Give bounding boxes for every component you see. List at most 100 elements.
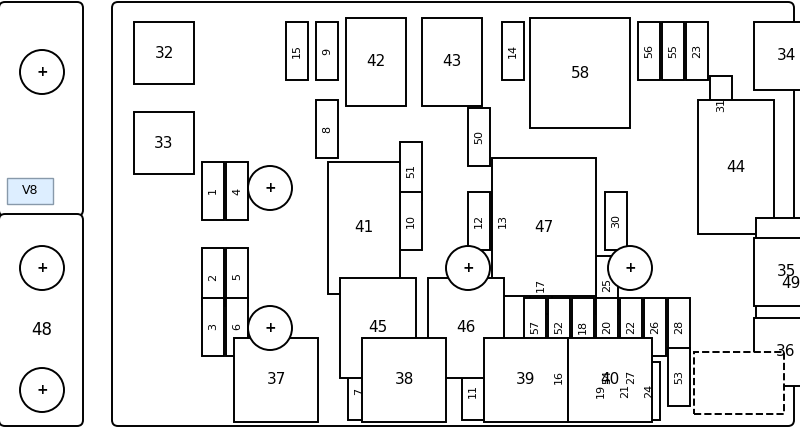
FancyBboxPatch shape [112,2,794,426]
Bar [548,348,570,406]
Bar [468,192,490,250]
Text: 48: 48 [31,321,53,339]
Text: 16: 16 [554,370,564,384]
Bar [400,142,422,200]
Bar [346,18,406,106]
Bar [7,178,53,204]
Text: 31: 31 [716,98,726,112]
Bar [605,192,627,250]
Text: 25: 25 [602,278,612,292]
Circle shape [248,166,292,210]
Circle shape [446,246,490,290]
Bar [134,112,194,174]
Bar [644,298,666,356]
Bar [428,278,504,378]
Text: 21: 21 [620,384,630,398]
Text: 44: 44 [726,160,746,175]
Text: 19: 19 [596,384,606,398]
Text: 18: 18 [578,320,588,334]
Bar [226,162,248,220]
Text: 5: 5 [232,274,242,281]
Bar [348,362,370,420]
Text: +: + [624,261,636,275]
Bar [226,248,248,306]
Text: 33: 33 [154,136,174,151]
Text: 8: 8 [322,125,332,133]
Text: 35: 35 [776,265,796,280]
Text: 39: 39 [516,372,536,387]
Bar [316,100,338,158]
Bar [620,348,642,406]
Text: 47: 47 [534,220,554,235]
Bar [668,298,690,356]
Bar [756,218,800,348]
Bar [698,100,774,234]
Bar [668,348,690,406]
Bar [362,338,446,422]
Text: 9: 9 [322,48,332,54]
Text: 38: 38 [394,372,414,387]
Bar [484,338,568,422]
Text: 51: 51 [406,164,416,178]
Text: 40: 40 [600,372,620,387]
Text: 53: 53 [674,370,684,384]
Text: 30: 30 [611,214,621,228]
Bar [422,18,482,106]
Bar [530,18,630,128]
Bar [596,298,618,356]
FancyBboxPatch shape [0,2,83,216]
Circle shape [20,246,64,290]
Text: 6: 6 [232,323,242,330]
Bar [572,298,594,356]
Text: 49: 49 [782,275,800,290]
Bar [462,362,484,420]
Bar [662,22,684,80]
Bar [620,298,642,356]
Bar [596,348,618,406]
Bar [548,298,570,356]
Text: +: + [264,181,276,195]
Text: V8: V8 [22,184,38,197]
Bar [400,192,422,250]
Bar [492,158,596,296]
Text: 17: 17 [536,278,546,292]
Bar [590,362,612,420]
FancyBboxPatch shape [0,214,83,426]
Bar [638,22,660,80]
Bar [502,22,524,80]
Text: 13: 13 [498,214,508,228]
Text: 11: 11 [468,384,478,398]
Bar [468,108,490,166]
Text: 20: 20 [602,320,612,334]
Bar [286,22,308,80]
Text: 52: 52 [554,320,564,334]
Bar [202,162,224,220]
Text: 26: 26 [650,320,660,334]
Text: 12: 12 [474,214,484,228]
Text: 1: 1 [208,187,218,194]
Text: 28: 28 [674,320,684,334]
Circle shape [20,50,64,94]
Text: 14: 14 [508,44,518,58]
Circle shape [248,306,292,350]
Circle shape [608,246,652,290]
Text: 10: 10 [406,214,416,228]
Bar [710,76,732,134]
Bar [596,256,618,314]
Text: +: + [36,65,48,79]
Text: 54: 54 [602,370,612,384]
Text: +: + [264,321,276,335]
Text: 55: 55 [668,44,678,58]
Text: 24: 24 [644,384,654,398]
Text: +: + [36,383,48,397]
Text: 3: 3 [208,323,218,330]
Bar [328,162,400,294]
Bar [694,352,784,414]
Bar [686,22,708,80]
Text: 7: 7 [354,387,364,395]
Bar [754,318,800,386]
Text: +: + [36,261,48,275]
Text: +: + [462,261,474,275]
Bar [568,338,652,422]
Text: 57: 57 [530,320,540,334]
